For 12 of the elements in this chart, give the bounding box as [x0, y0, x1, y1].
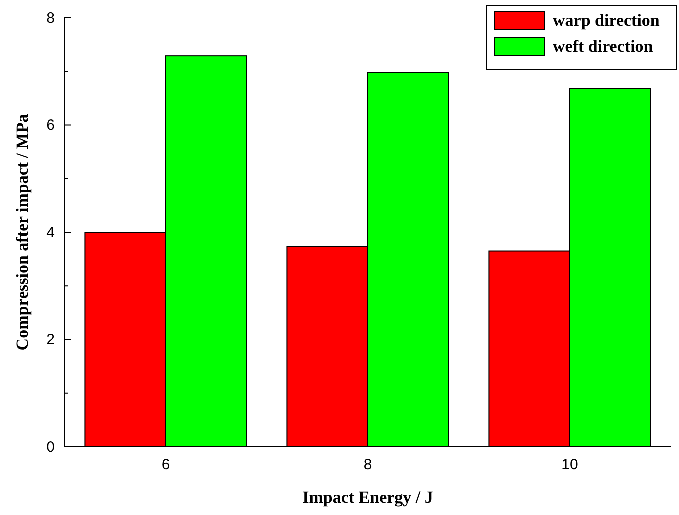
y-tick-label: 6 — [46, 117, 55, 134]
legend-label: weft direction — [553, 37, 654, 56]
x-tick-label: 6 — [162, 456, 170, 474]
x-axis-title: Impact Energy / J — [302, 488, 434, 507]
x-tick-label: 10 — [562, 456, 578, 474]
y-tick-label: 0 — [46, 438, 55, 456]
legend-label: warp direction — [553, 11, 660, 30]
y-tick-label: 2 — [46, 332, 55, 349]
y-tick-label: 4 — [46, 224, 55, 242]
y-axis-title: Compression after impact / MPa — [13, 114, 32, 351]
x-tick-label: 8 — [364, 456, 372, 474]
y-tick-label: 8 — [46, 10, 55, 27]
